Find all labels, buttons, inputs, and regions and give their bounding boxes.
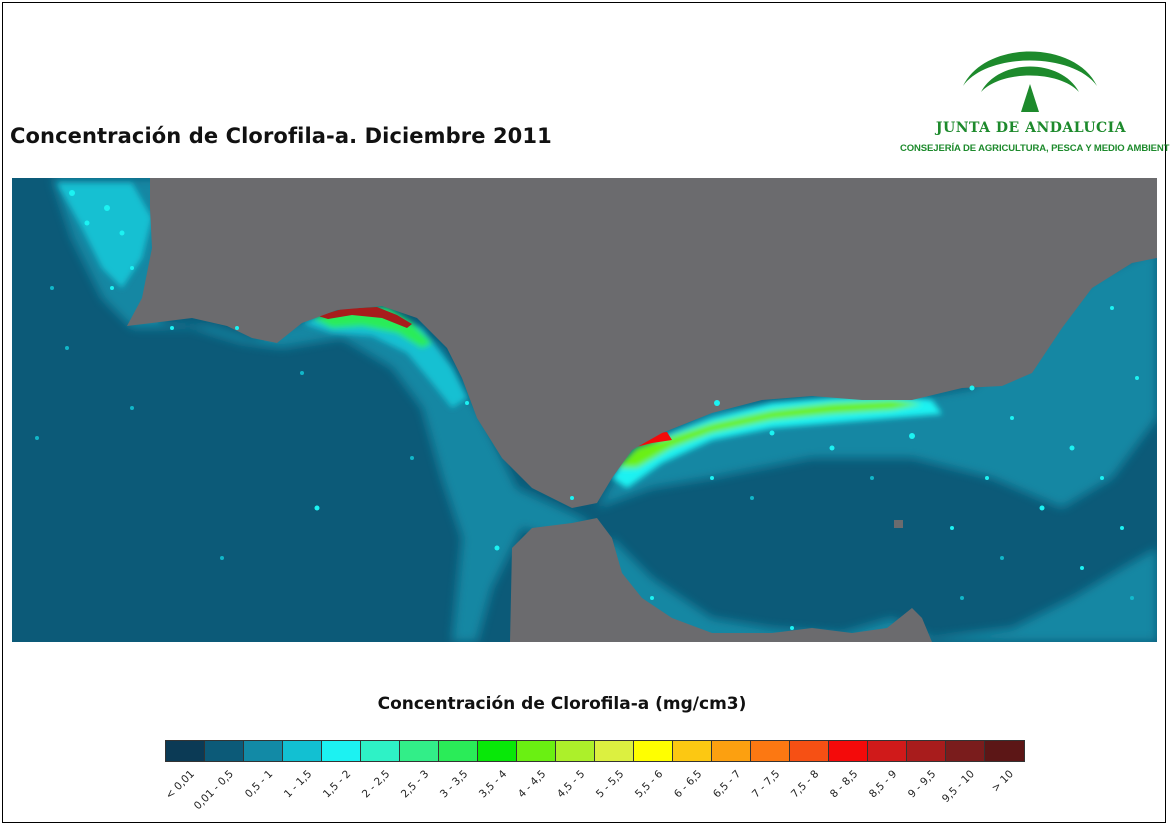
logo-subtitle: CONSEJERÍA DE AGRICULTURA, PESCA Y MEDIO… — [900, 143, 1170, 154]
legend-swatch — [790, 741, 829, 761]
legend-label: 1,5 - 2 — [320, 768, 353, 801]
legend-swatch — [712, 741, 751, 761]
legend-swatch — [595, 741, 634, 761]
legend-label: 9 - 9,5 — [905, 768, 938, 801]
legend-label: 6,5 - 7 — [710, 768, 743, 801]
legend-swatch — [478, 741, 517, 761]
legend-label: 1 - 1,5 — [281, 768, 314, 801]
legend-swatch — [283, 741, 322, 761]
junta-de-andalucia-emblem-icon — [963, 51, 1097, 112]
logo-name: JUNTA DE ANDALUCIA — [935, 120, 1127, 136]
legend-swatch — [556, 741, 595, 761]
legend-label: 2 - 2,5 — [359, 768, 392, 801]
legend-swatch — [361, 741, 400, 761]
legend-label: 0,01 - 0,5 — [191, 768, 236, 813]
legend-title: Concentración de Clorofila-a (mg/cm3) — [377, 694, 747, 714]
legend-label: 4 - 4,5 — [515, 768, 548, 801]
legend-swatch — [673, 741, 712, 761]
legend-swatch — [244, 741, 283, 761]
legend-color-bar — [165, 740, 1025, 762]
legend-swatch — [322, 741, 361, 761]
legend-label: 6 - 6,5 — [671, 768, 704, 801]
legend-label: 9,5 - 10 — [939, 768, 977, 806]
legend-swatch — [907, 741, 946, 761]
legend-label: 4,5 - 5 — [554, 768, 587, 801]
legend-label: 3 - 3,5 — [437, 768, 470, 801]
chlorophyll-speckles — [69, 190, 1139, 630]
legend-swatch — [400, 741, 439, 761]
legend-swatch — [868, 741, 907, 761]
legend-swatch — [205, 741, 244, 761]
legend-swatch — [439, 741, 478, 761]
legend-swatch — [166, 741, 205, 761]
moderate-speckles — [35, 286, 1134, 600]
legend-swatch — [634, 741, 673, 761]
map-title: Concentración de Clorofila-a. Diciembre … — [10, 124, 552, 148]
land-island — [894, 520, 903, 528]
legend-label: 5 - 5,5 — [593, 768, 626, 801]
legend-label: 7,5 - 8 — [788, 768, 821, 801]
legend-swatch — [946, 741, 985, 761]
legend-swatch — [517, 741, 556, 761]
legend-label: 5,5 - 6 — [632, 768, 665, 801]
land-iberia — [127, 178, 1157, 508]
legend-label: 3,5 - 4 — [476, 768, 509, 801]
legend-label: < 0,01 — [162, 768, 197, 802]
legend-label: 7 - 7,5 — [749, 768, 782, 801]
high-concentration-band — [57, 183, 942, 488]
hot-spot-malaga — [318, 307, 412, 328]
legend-swatch — [829, 741, 868, 761]
logo: JUNTA DE ANDALUCIA CONSEJERÍA DE AGRICUL… — [900, 30, 1170, 160]
legend-label: 8 - 8,5 — [827, 768, 860, 801]
legend-label: 0,5 - 1 — [242, 768, 275, 801]
land-africa — [510, 518, 932, 642]
legend-label: > 10 — [988, 768, 1016, 795]
legend-swatch — [985, 741, 1024, 761]
chlorophyll-map — [12, 178, 1157, 642]
legend-label: 2,5 - 3 — [398, 768, 431, 801]
legend-label: 8,5 - 9 — [866, 768, 899, 801]
legend-swatch — [751, 741, 790, 761]
